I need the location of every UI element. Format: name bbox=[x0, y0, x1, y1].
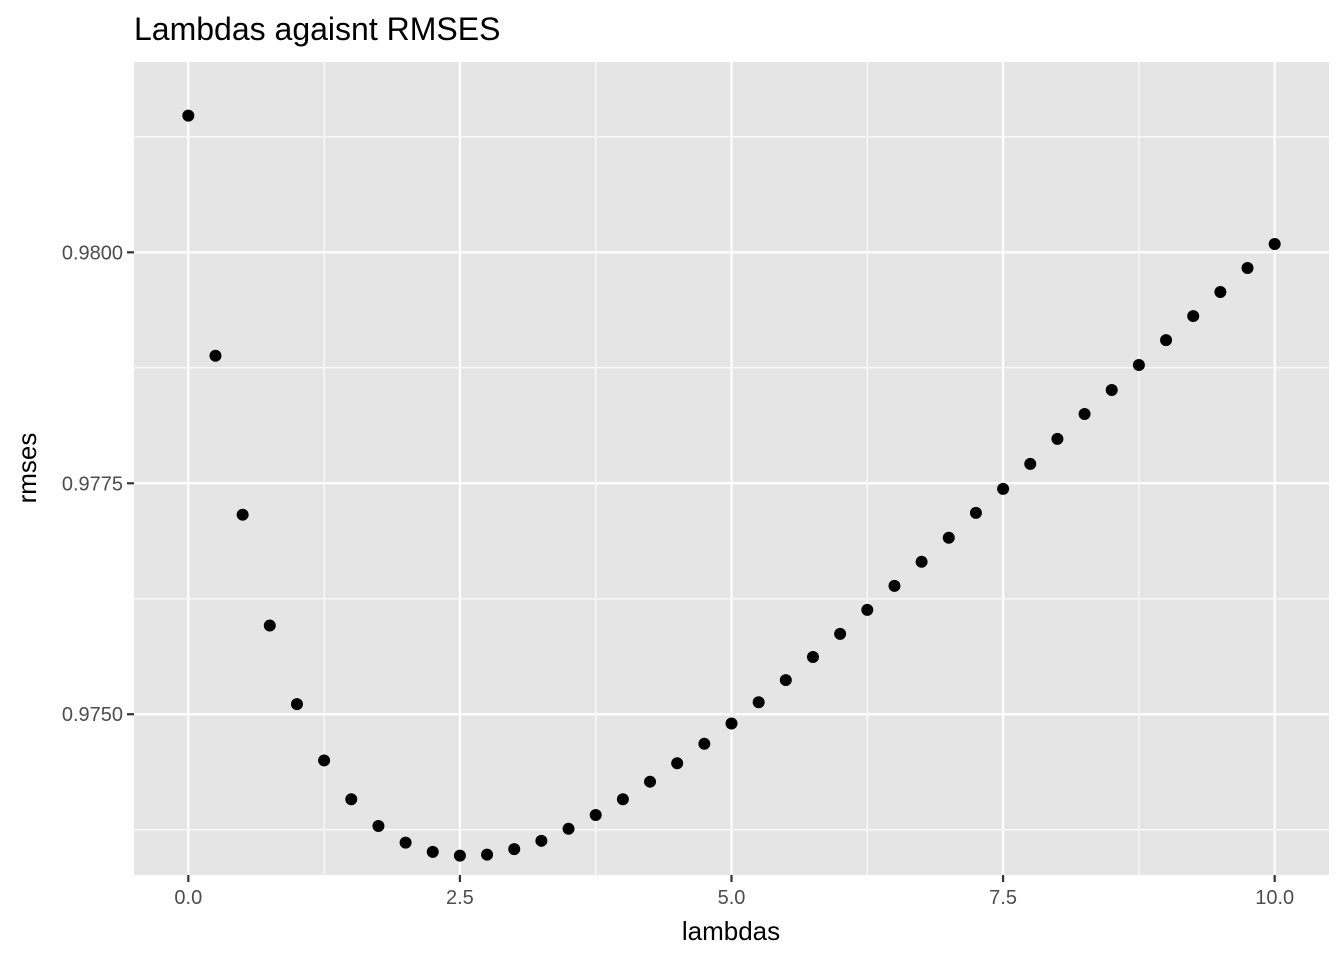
data-point bbox=[290, 698, 303, 711]
data-point bbox=[806, 650, 819, 663]
data-point bbox=[372, 820, 385, 833]
data-point bbox=[671, 757, 684, 770]
y-tick-label: 0.9775 bbox=[62, 473, 123, 495]
data-point bbox=[834, 627, 847, 640]
x-tick-label: 10.0 bbox=[1255, 887, 1294, 909]
data-point bbox=[562, 822, 575, 835]
data-point bbox=[236, 508, 249, 521]
data-point bbox=[779, 674, 792, 687]
x-axis-title: lambdas bbox=[682, 916, 780, 946]
data-point bbox=[725, 717, 738, 730]
data-point bbox=[698, 737, 711, 750]
data-point bbox=[1241, 262, 1254, 275]
y-tick-label: 0.9800 bbox=[62, 242, 123, 264]
data-point bbox=[1078, 407, 1091, 420]
data-point bbox=[589, 808, 602, 821]
data-point bbox=[508, 843, 521, 856]
scatter-points bbox=[182, 109, 1281, 862]
data-point bbox=[209, 349, 222, 362]
data-point bbox=[1268, 238, 1281, 251]
data-point bbox=[1132, 359, 1145, 372]
y-tick-label: 0.9750 bbox=[62, 704, 123, 726]
data-point bbox=[997, 482, 1010, 495]
y-axis-ticks: 0.9750 0.9775 0.9800 bbox=[62, 242, 134, 726]
data-point bbox=[915, 555, 928, 568]
data-point bbox=[752, 696, 765, 709]
x-axis-ticks: 0.0 2.5 5.0 7.5 10.0 bbox=[174, 875, 1294, 909]
data-point bbox=[861, 603, 874, 616]
data-point bbox=[644, 775, 657, 788]
x-tick-label: 2.5 bbox=[446, 887, 474, 909]
data-point bbox=[399, 836, 412, 849]
data-point bbox=[318, 754, 331, 767]
data-point bbox=[1187, 310, 1200, 323]
data-point bbox=[481, 848, 494, 861]
data-point bbox=[182, 109, 195, 122]
chart-title: Lambdas agaisnt RMSES bbox=[134, 11, 500, 47]
y-axis-title: rmses bbox=[12, 433, 42, 504]
data-point bbox=[888, 579, 901, 592]
x-tick-label: 5.0 bbox=[718, 887, 746, 909]
data-point bbox=[345, 793, 358, 806]
data-point bbox=[453, 849, 466, 862]
data-point bbox=[942, 531, 955, 544]
data-point bbox=[263, 619, 276, 632]
data-point bbox=[969, 506, 982, 519]
data-point bbox=[1024, 457, 1037, 470]
x-tick-label: 7.5 bbox=[989, 887, 1017, 909]
data-point bbox=[1214, 286, 1227, 299]
data-point bbox=[1105, 383, 1118, 396]
x-tick-label: 0.0 bbox=[174, 887, 202, 909]
data-point bbox=[1160, 334, 1173, 347]
data-point bbox=[426, 845, 439, 858]
data-point bbox=[616, 793, 629, 806]
data-point bbox=[535, 834, 548, 847]
major-gridlines bbox=[134, 62, 1329, 875]
data-point bbox=[1051, 432, 1064, 445]
